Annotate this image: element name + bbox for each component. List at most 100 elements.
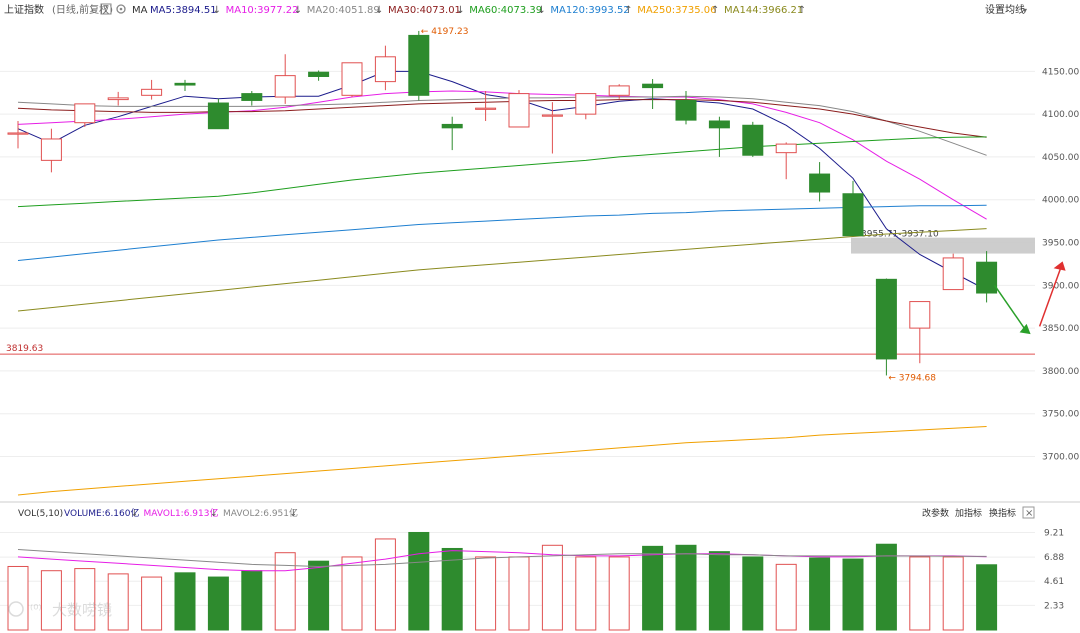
- close-icon[interactable]: ×: [1022, 506, 1035, 519]
- vol-label: VOL(5,10): [18, 509, 63, 519]
- vol-tick-label: 4.61: [1044, 577, 1064, 587]
- legend-item: MA60:4073.39: [469, 5, 542, 16]
- settings-ma-button[interactable]: 设置均线: [985, 3, 1025, 16]
- volume-bar: [976, 564, 998, 631]
- candle: [274, 54, 296, 104]
- volume-bar: [441, 547, 463, 631]
- legend-item: MA20:4051.89: [307, 5, 380, 16]
- candle: [408, 30, 430, 101]
- gap-zone: 3955.71-3937.10: [851, 230, 1035, 254]
- candle: [809, 162, 831, 202]
- ma-line-ma120: [17, 204, 987, 261]
- candle-body: [241, 93, 263, 101]
- candle: [541, 102, 563, 154]
- candle-body: [608, 85, 630, 96]
- candle: [575, 93, 597, 120]
- candlesticks: [7, 30, 998, 376]
- add-indicator-button[interactable]: 加指标: [955, 507, 982, 519]
- candle-body: [475, 107, 497, 110]
- ma-label: MA: [132, 5, 148, 16]
- volume-bar: [575, 556, 597, 631]
- volume-ma-lines: [17, 549, 987, 572]
- volume-bar: [809, 557, 831, 631]
- candle: [141, 79, 163, 100]
- volume-bar: [174, 572, 196, 631]
- volume-bar: [40, 570, 62, 631]
- candle-body: [742, 124, 764, 156]
- watermark-text: 大数唠镜: [52, 601, 112, 619]
- volume-bar: [909, 556, 931, 631]
- legend-arrow: ↓: [537, 5, 545, 16]
- candle: [875, 278, 897, 376]
- candle-body: [909, 301, 931, 329]
- candle-body: [408, 34, 430, 96]
- candle-body: [107, 97, 129, 101]
- candle: [675, 91, 697, 125]
- volume-header: VOL(5,10) VOLUME:6.160亿↓ MAVOL1:6.913亿↓ MA…: [18, 506, 1035, 519]
- candle-body: [675, 99, 697, 121]
- volume-bar: [875, 543, 897, 631]
- help-icon[interactable]: ?: [100, 3, 112, 15]
- price-axis: 4150.00 4100.00 4050.00 4000.00 3950.00 3900.…: [1042, 67, 1079, 462]
- volume-bar: [141, 576, 163, 631]
- legend-item: VOLUME:6.160亿: [64, 507, 140, 519]
- price-tick-label: 4100.00: [1042, 110, 1079, 120]
- price-tick-label: 4050.00: [1042, 153, 1079, 163]
- edit-params-button[interactable]: 改参数: [922, 507, 949, 519]
- candle-body: [341, 62, 363, 96]
- legend-arrow: ↓: [290, 509, 298, 519]
- volume-bar: [308, 560, 330, 631]
- candle: [374, 45, 396, 91]
- ma-line-ma5: [17, 70, 987, 291]
- gap-zone-box: [851, 237, 1035, 254]
- down-arrow-head: [1019, 323, 1031, 335]
- candle-body: [441, 123, 463, 129]
- ma-line-ma20: [17, 95, 987, 156]
- candle-body: [708, 120, 730, 129]
- candle: [475, 91, 497, 121]
- legend-item: MA30:4073.01: [388, 5, 461, 16]
- volume-bar: [341, 556, 363, 631]
- legend-arrow: ↓: [456, 5, 464, 16]
- candle-body: [174, 82, 196, 86]
- candle: [241, 91, 263, 106]
- candle: [308, 70, 330, 81]
- svg-text:×: ×: [1025, 508, 1033, 519]
- legend-item: MA120:3993.52: [550, 5, 629, 16]
- candle-body: [875, 278, 897, 360]
- legend-arrow: ↑: [624, 5, 632, 16]
- price-tick-label: 3800.00: [1042, 367, 1079, 377]
- ma-legend: MA5:3894.51↓ MA10:3977.22↓ MA20:4051.89↓ MA…: [150, 5, 806, 16]
- trend-arrows: [993, 261, 1066, 335]
- index-mode: (日线,前复权): [52, 3, 113, 16]
- candle: [7, 120, 29, 149]
- svg-text:⁽⁰⁾: ⁽⁰⁾: [30, 603, 42, 618]
- candle-body: [374, 56, 396, 83]
- volume-bar: [775, 563, 797, 631]
- vol-tick-label: 9.21: [1044, 528, 1064, 538]
- candle-body: [642, 83, 664, 89]
- legend-item: MA144:3966.21: [724, 5, 803, 16]
- volume-bar: [274, 552, 296, 631]
- candle-body: [809, 173, 831, 193]
- legend-item: MA250:3735.06: [637, 5, 716, 16]
- gear-icon[interactable]: [116, 4, 126, 14]
- mavol1-line: [17, 550, 987, 572]
- candle-body: [40, 138, 62, 161]
- candle: [909, 301, 931, 364]
- gap-zone-label: 3955.71-3937.10: [861, 230, 939, 240]
- candle-body: [775, 143, 797, 154]
- candle-body: [541, 114, 563, 117]
- candle: [441, 116, 463, 151]
- legend-item: MA10:3977.22: [226, 5, 299, 16]
- dropdown-icon[interactable]: ▾: [1023, 6, 1027, 15]
- ma-line-ma144: [17, 228, 987, 312]
- candle: [742, 121, 764, 157]
- price-tick-label: 3950.00: [1042, 239, 1079, 249]
- ma-line-ma30: [17, 99, 987, 138]
- volume-bar: [742, 556, 764, 631]
- switch-indicator-button[interactable]: 换指标: [989, 507, 1016, 519]
- price-tick-label: 3750.00: [1042, 410, 1079, 420]
- candle: [508, 90, 530, 128]
